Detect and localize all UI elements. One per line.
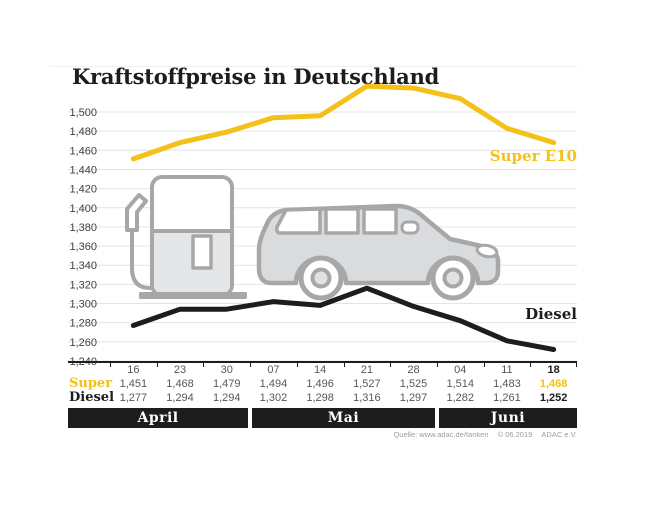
super-price-cell: 1,514	[446, 378, 474, 390]
diesel-price-cell: 1,316	[353, 392, 381, 404]
diesel-price-cell: 1,282	[446, 392, 474, 404]
diesel-price-cell: 1,294	[212, 392, 241, 404]
diesel-price-cell: 1,252	[539, 392, 568, 404]
series-line-diesel	[130, 285, 557, 352]
table-corner-cell	[68, 363, 110, 377]
diesel-price-cell: 1,261	[493, 392, 521, 404]
y-axis-tick-label: 1,280	[69, 318, 97, 330]
fuel-pump-icon	[125, 175, 247, 299]
top-divider	[50, 66, 578, 67]
y-axis-tick-label: 1,480	[69, 126, 97, 138]
table-date-cell: 07	[250, 363, 297, 377]
y-axis-tick-label: 1,500	[69, 107, 97, 119]
series-label-super-e10: Super E10	[489, 147, 577, 165]
super-row: Super 1,451 1,468 1,479 1,494 1,496 1,527 1,525…	[68, 377, 577, 391]
table-date-cell: 28	[390, 363, 437, 377]
diesel-price-cell: 1,297	[399, 392, 428, 404]
month-bar-april: April	[68, 408, 249, 428]
y-axis-tick-label: 1,300	[69, 299, 97, 311]
table-date-cell: 11	[483, 363, 531, 377]
table-date-cell: 30	[203, 363, 250, 377]
months-row: April Mai Juni	[68, 408, 577, 428]
price-table: 16 23 30 07 14 21 28 04 11 18 Super 1,451 1,468 1,47…	[68, 361, 577, 428]
car-icon	[256, 203, 501, 301]
y-axis-tick-label: 1,440	[69, 164, 97, 176]
y-axis-tick-label: 1,260	[69, 337, 97, 349]
super-price-cell: 1,468	[166, 378, 194, 390]
row-label-super: Super	[69, 376, 113, 391]
super-price-cell: 1,527	[353, 378, 381, 390]
dates-row: 16 23 30 07 14 21 28 04 11 18	[68, 361, 577, 377]
super-price-cell: 1,496	[306, 378, 334, 390]
y-axis-tick-label: 1,420	[69, 184, 97, 196]
y-axis-tick-label: 1,340	[69, 260, 97, 272]
table-date-cell: 21	[343, 363, 391, 377]
y-axis-labels: 1,500 1,480 1,460 1,440 1,420 1,400 1,380 1,360…	[69, 107, 97, 368]
super-price-cell: 1,494	[259, 378, 288, 390]
table-date-cell: 16	[110, 363, 157, 377]
source-copyright: © 06.2019	[497, 430, 533, 439]
y-axis-tick-label: 1,380	[69, 222, 97, 234]
diesel-price-cell: 1,298	[306, 392, 334, 404]
source-org: ADAC e.V.	[541, 430, 577, 439]
y-axis-tick-label: 1,360	[69, 241, 97, 253]
series-line-super-e10	[130, 83, 557, 162]
diesel-price-cell: 1,277	[119, 392, 148, 404]
y-axis-tick-label: 1,400	[69, 203, 97, 215]
super-price-cell: 1,468	[539, 378, 568, 390]
super-price-cell: 1,479	[212, 378, 241, 390]
source-url: Quelle: www.adac.de/tanken	[393, 430, 489, 439]
y-axis-tick-label: 1,460	[69, 145, 97, 157]
row-label-diesel: Diesel	[69, 390, 115, 405]
diesel-price-cell: 1,294	[166, 392, 194, 404]
table-date-cell: 04	[436, 363, 484, 377]
table-date-cell: 14	[296, 363, 344, 377]
super-price-cell: 1,483	[493, 378, 521, 390]
diesel-price-cell: 1,302	[259, 392, 288, 404]
source-note: Quelle: www.adac.de/tanken © 06.2019 ADA…	[393, 430, 577, 439]
month-bar-juni: Juni	[438, 408, 577, 428]
series-lines	[130, 83, 557, 352]
diesel-row: Diesel 1,277 1,294 1,294 1,302 1,298 1,316 1,29…	[68, 391, 577, 405]
y-axis-tick-label: 1,320	[69, 279, 97, 291]
table-date-cell: 23	[156, 363, 204, 377]
month-bar-mai: Mai	[252, 408, 435, 428]
super-price-cell: 1,451	[119, 378, 148, 390]
super-price-cell: 1,525	[399, 378, 428, 390]
series-label-diesel: Diesel	[525, 305, 577, 323]
table-date-cell: 18	[530, 363, 577, 377]
